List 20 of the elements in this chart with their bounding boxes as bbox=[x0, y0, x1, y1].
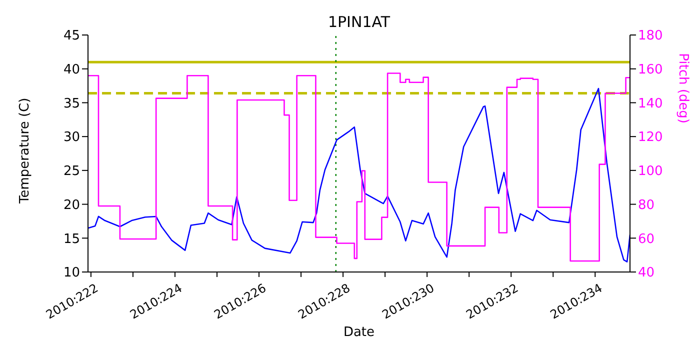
y-tick-label: 15 bbox=[63, 232, 80, 247]
y2-axis-title: Pitch (deg) bbox=[675, 53, 690, 124]
y2-tick-label: 120 bbox=[638, 130, 663, 146]
x-axis-title: Date bbox=[343, 325, 375, 340]
y-tick-label: 35 bbox=[63, 96, 80, 112]
y2-tick-label: 180 bbox=[638, 28, 663, 44]
y2-tick-label: 40 bbox=[638, 266, 655, 281]
y2-tick-label: 100 bbox=[638, 164, 663, 180]
y2-tick-label: 160 bbox=[638, 62, 663, 78]
y-tick-label: 20 bbox=[63, 198, 80, 213]
y-tick-label: 40 bbox=[63, 62, 80, 78]
y2-tick-label: 60 bbox=[638, 232, 655, 247]
y-tick-label: 45 bbox=[63, 28, 80, 44]
y-axis-title: Temperature (C) bbox=[18, 98, 33, 204]
y-tick-label: 25 bbox=[63, 164, 80, 180]
y2-tick-label: 140 bbox=[638, 96, 663, 112]
y-tick-label: 10 bbox=[63, 266, 80, 281]
y-tick-label: 30 bbox=[63, 130, 80, 146]
y2-tick-label: 80 bbox=[638, 198, 655, 213]
chart-title: 1PIN1AT bbox=[326, 13, 392, 31]
